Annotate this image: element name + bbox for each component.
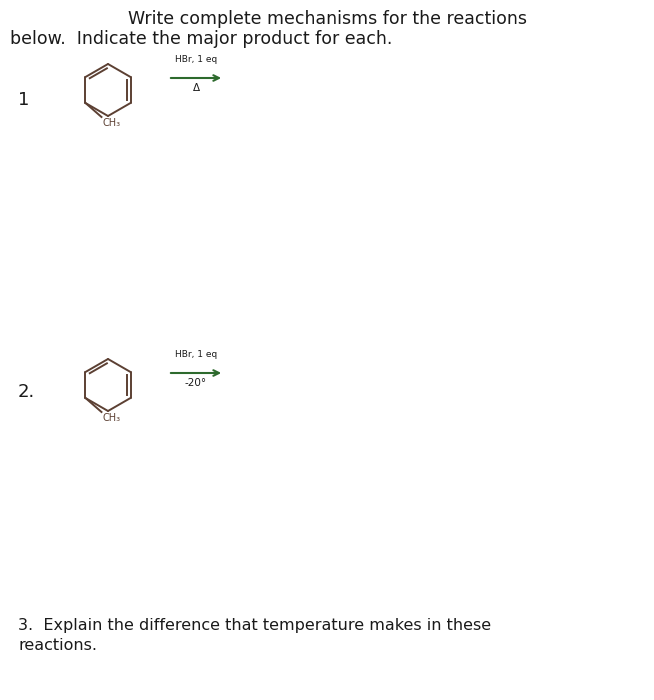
Text: 1: 1: [18, 91, 29, 109]
Text: CH₃: CH₃: [103, 118, 120, 128]
Text: HBr, 1 eq: HBr, 1 eq: [175, 350, 217, 359]
Text: CH₃: CH₃: [103, 413, 120, 423]
Text: -20°: -20°: [185, 378, 207, 388]
Text: reactions.: reactions.: [18, 638, 97, 653]
Text: HBr, 1 eq: HBr, 1 eq: [175, 55, 217, 64]
Text: 2.: 2.: [18, 383, 35, 401]
Text: below.  Indicate the major product for each.: below. Indicate the major product for ea…: [10, 30, 392, 48]
Text: Write complete mechanisms for the reactions: Write complete mechanisms for the reacti…: [128, 10, 526, 28]
Text: 3.  Explain the difference that temperature makes in these: 3. Explain the difference that temperatu…: [18, 618, 491, 633]
Text: Δ: Δ: [192, 83, 199, 93]
